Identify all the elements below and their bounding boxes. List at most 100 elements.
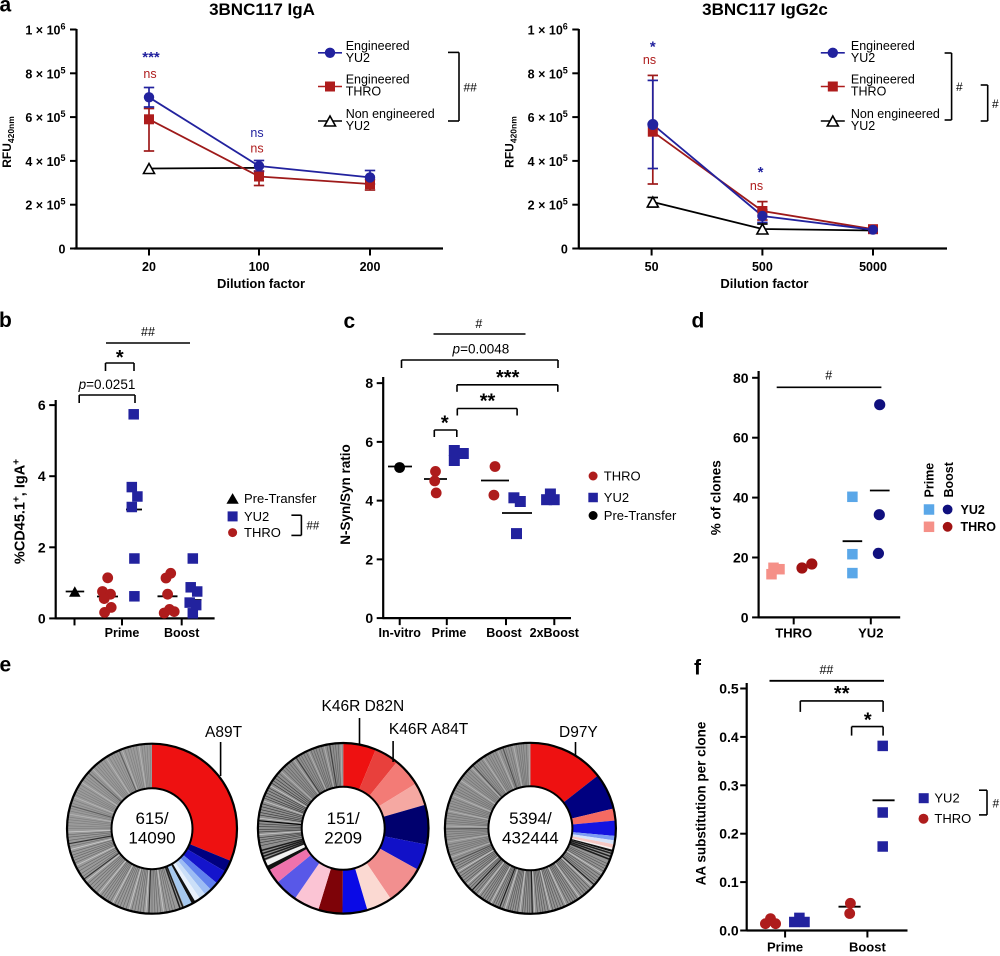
svg-text:f: f: [694, 657, 702, 680]
svg-text:2 × 105: 2 × 105: [25, 197, 65, 213]
svg-text:YU2: YU2: [604, 490, 629, 505]
svg-text:Dilution factor: Dilution factor: [720, 276, 808, 291]
svg-text:THRO: THRO: [346, 85, 382, 99]
svg-text:*: *: [758, 164, 764, 181]
svg-text:Engineered: Engineered: [346, 39, 410, 53]
svg-text:#: #: [825, 369, 832, 383]
svg-text:0: 0: [561, 243, 568, 257]
svg-text:14090: 14090: [128, 829, 175, 848]
svg-text:##: ##: [464, 81, 478, 95]
svg-text:0: 0: [365, 610, 373, 626]
svg-text:%CD45.1+, IgA+: %CD45.1+, IgA+: [12, 459, 29, 564]
svg-text:5394/: 5394/: [509, 809, 552, 828]
svg-text:Prime: Prime: [923, 463, 937, 498]
svg-text:0.5: 0.5: [719, 681, 739, 697]
svg-text:p=0.0048: p=0.0048: [452, 342, 510, 357]
svg-text:a: a: [0, 0, 12, 17]
svg-text:#: #: [956, 80, 963, 94]
svg-text:Engineered: Engineered: [851, 73, 915, 87]
svg-text:#: #: [992, 97, 999, 111]
svg-text:20: 20: [142, 260, 156, 274]
svg-text:20: 20: [733, 550, 749, 566]
svg-text:4: 4: [365, 493, 373, 509]
svg-text:***: ***: [496, 367, 520, 389]
svg-text:6: 6: [365, 434, 373, 450]
svg-text:K46R A84T: K46R A84T: [389, 721, 469, 738]
svg-text:Boost: Boost: [164, 626, 200, 640]
svg-text:6: 6: [38, 397, 46, 413]
svg-text:4 × 105: 4 × 105: [528, 153, 568, 169]
svg-text:4: 4: [38, 468, 46, 484]
svg-text:151/: 151/: [327, 809, 360, 828]
svg-text:5000: 5000: [859, 260, 887, 274]
svg-text:0.3: 0.3: [719, 777, 739, 793]
svg-text:6 × 105: 6 × 105: [25, 109, 65, 125]
svg-text:40: 40: [733, 490, 749, 506]
svg-text:Pre-Transfer: Pre-Transfer: [244, 491, 317, 506]
svg-text:6 × 105: 6 × 105: [528, 109, 568, 125]
svg-text:ns: ns: [250, 126, 263, 140]
svg-text:YU2: YU2: [961, 503, 985, 517]
svg-text:Engineered: Engineered: [346, 73, 410, 87]
svg-text:1 × 106: 1 × 106: [25, 22, 65, 38]
svg-text:YU2: YU2: [934, 791, 959, 806]
svg-text:2209: 2209: [324, 828, 362, 847]
svg-text:Non engineered: Non engineered: [346, 107, 435, 121]
svg-text:2: 2: [38, 539, 46, 555]
svg-text:200: 200: [360, 260, 381, 274]
svg-text:*: *: [864, 710, 872, 732]
svg-text:2 × 105: 2 × 105: [528, 197, 568, 213]
svg-text:YU2: YU2: [346, 119, 370, 133]
svg-text:YU2: YU2: [244, 509, 269, 524]
svg-text:**: **: [834, 683, 850, 705]
svg-text:2: 2: [365, 551, 373, 567]
svg-text:ns: ns: [643, 53, 656, 67]
svg-text:K46R D82N: K46R D82N: [322, 698, 405, 715]
svg-text:80: 80: [733, 370, 749, 386]
svg-text:YU2: YU2: [851, 119, 875, 133]
svg-text:THRO: THRO: [244, 525, 281, 540]
svg-text:YU2: YU2: [346, 51, 370, 65]
svg-text:In-vitro: In-vitro: [379, 626, 422, 640]
svg-text:1 × 106: 1 × 106: [528, 22, 568, 38]
svg-text:ns: ns: [143, 67, 156, 81]
svg-text:Prime: Prime: [432, 626, 467, 640]
svg-text:YU2: YU2: [858, 626, 883, 641]
svg-text:D97Y: D97Y: [559, 724, 598, 741]
svg-text:##: ##: [141, 325, 155, 339]
svg-text:Prime: Prime: [105, 626, 140, 640]
svg-text:ns: ns: [250, 142, 263, 156]
svg-text:0.0: 0.0: [719, 923, 739, 939]
svg-text:4 × 105: 4 × 105: [25, 153, 65, 169]
svg-text:500: 500: [752, 260, 773, 274]
svg-text:Non engineered: Non engineered: [851, 107, 940, 121]
svg-text:THRO: THRO: [934, 811, 971, 826]
svg-text:*: *: [441, 412, 449, 434]
svg-text:60: 60: [733, 430, 749, 446]
svg-text:A89T: A89T: [205, 724, 243, 741]
svg-text:615/: 615/: [135, 809, 168, 828]
svg-text:2xBoost: 2xBoost: [530, 626, 580, 640]
svg-text:0.1: 0.1: [719, 874, 739, 890]
svg-text:3BNC117 IgG2c: 3BNC117 IgG2c: [702, 0, 828, 19]
svg-text:100: 100: [249, 260, 270, 274]
svg-text:ns: ns: [750, 179, 763, 193]
svg-text:AA substitution per clone: AA substitution per clone: [694, 721, 709, 885]
svg-text:*: *: [650, 39, 656, 56]
svg-text:c: c: [344, 310, 356, 333]
svg-text:50: 50: [645, 260, 659, 274]
svg-text:THRO: THRO: [775, 626, 812, 641]
svg-text:Pre-Transfer: Pre-Transfer: [604, 508, 677, 523]
svg-text:THRO: THRO: [961, 520, 997, 534]
svg-text:0: 0: [38, 610, 46, 626]
svg-text:0.4: 0.4: [719, 729, 739, 745]
svg-text:d: d: [692, 310, 705, 333]
svg-text:Engineered: Engineered: [851, 39, 915, 53]
svg-text:p=0.0251: p=0.0251: [78, 377, 136, 392]
svg-text:Boost: Boost: [942, 461, 956, 497]
svg-text:THRO: THRO: [851, 85, 887, 99]
svg-text:0.2: 0.2: [719, 826, 739, 842]
svg-text:##: ##: [819, 663, 833, 677]
svg-text:Dilution factor: Dilution factor: [217, 276, 305, 291]
svg-text:***: ***: [142, 49, 160, 66]
